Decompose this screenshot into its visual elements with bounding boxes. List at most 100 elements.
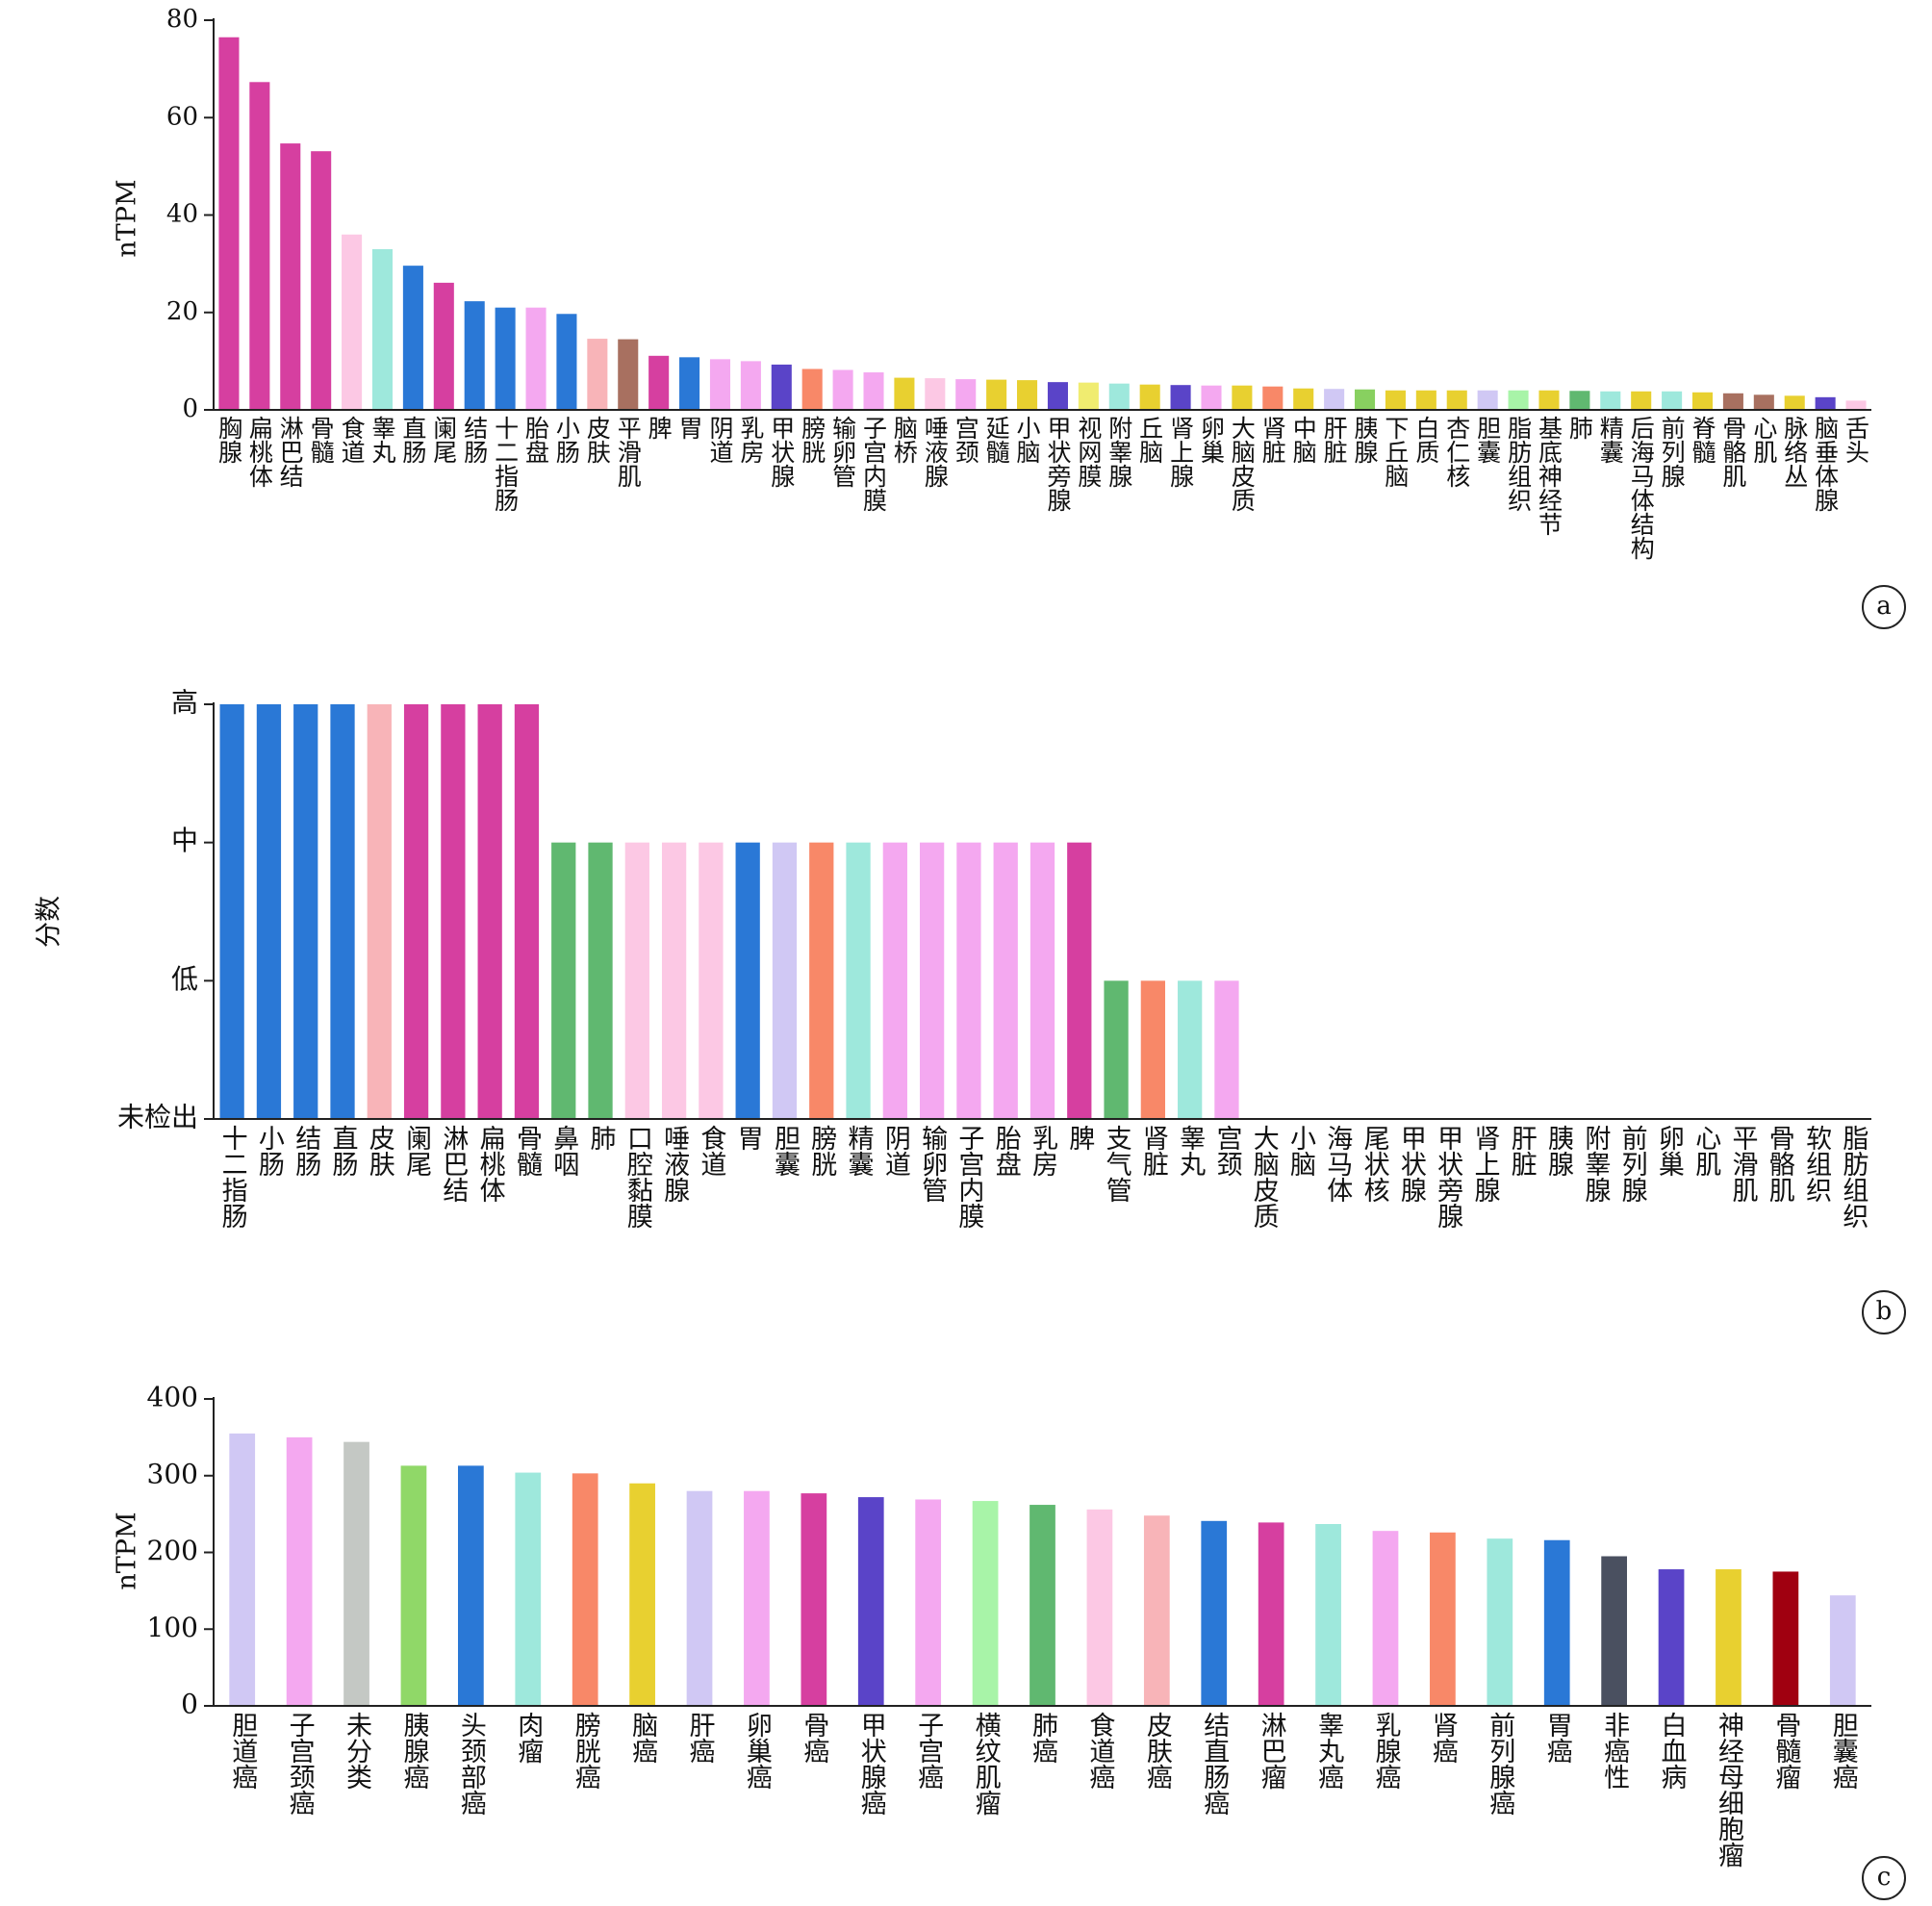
x-tick-label: 头颈部癌 bbox=[456, 1712, 487, 1816]
x-tick-label: 鼻咽 bbox=[548, 1125, 578, 1177]
bar bbox=[624, 842, 649, 1119]
x-tick-label: 扁桃体 bbox=[475, 1125, 505, 1203]
x-tick-label: 膀胱 bbox=[799, 416, 826, 464]
x-tick-label: 前列腺 bbox=[1658, 416, 1686, 488]
bar bbox=[894, 377, 915, 410]
x-tick-label: 结肠 bbox=[291, 1125, 321, 1177]
bar bbox=[709, 359, 731, 410]
x-tick-label: 胃癌 bbox=[1542, 1712, 1573, 1764]
bar bbox=[514, 704, 540, 1119]
panel-label: a bbox=[1876, 592, 1892, 621]
x-tick-label: 平滑肌 bbox=[1727, 1125, 1758, 1203]
bar bbox=[1178, 980, 1203, 1119]
x-tick-label: 肝癌 bbox=[685, 1712, 716, 1764]
x-tick-label: 脂肪组织 bbox=[1838, 1125, 1868, 1229]
bar bbox=[629, 1483, 655, 1706]
x-tick-label: 宫颈 bbox=[952, 416, 979, 464]
x-tick-label: 胎盘 bbox=[522, 416, 550, 464]
x-tick-label: 胆道癌 bbox=[227, 1712, 258, 1790]
bar bbox=[1487, 1538, 1513, 1706]
bar bbox=[1446, 390, 1467, 410]
bar bbox=[857, 1497, 884, 1706]
y-tick-label: 0 bbox=[181, 1689, 198, 1720]
bar bbox=[955, 379, 977, 410]
bar bbox=[1538, 390, 1560, 410]
bar bbox=[330, 704, 355, 1119]
bar bbox=[1477, 390, 1498, 410]
x-tick-label: 海马体 bbox=[1322, 1125, 1353, 1203]
x-tick-label: 直肠 bbox=[399, 416, 427, 464]
x-tick-label: 结直肠癌 bbox=[1199, 1712, 1230, 1816]
x-tick-label: 小脑 bbox=[1013, 416, 1041, 464]
x-tick-label: 视网膜 bbox=[1075, 416, 1103, 488]
bar bbox=[1430, 1532, 1456, 1706]
x-tick-label: 丘脑 bbox=[1136, 416, 1164, 464]
bar bbox=[229, 1433, 256, 1706]
bar bbox=[1600, 391, 1621, 410]
x-tick-label: 肾上腺 bbox=[1167, 416, 1195, 488]
bar bbox=[846, 842, 871, 1119]
bar bbox=[972, 1501, 999, 1706]
panel-badge bbox=[1862, 585, 1906, 629]
x-tick-label: 软组织 bbox=[1801, 1125, 1832, 1203]
bar bbox=[1078, 382, 1099, 410]
x-tick-label: 脂肪组织 bbox=[1505, 416, 1533, 512]
bar bbox=[515, 1472, 542, 1706]
y-tick-label: 60 bbox=[166, 102, 198, 131]
x-tick-label: 胃 bbox=[733, 1125, 763, 1151]
bar bbox=[572, 1473, 598, 1706]
x-tick-label: 骨髓 bbox=[307, 416, 335, 464]
x-tick-label: 骨癌 bbox=[799, 1712, 829, 1764]
x-tick-label: 白血病 bbox=[1657, 1712, 1688, 1790]
bar bbox=[1017, 380, 1038, 410]
bar bbox=[464, 301, 485, 410]
x-tick-label: 骨髓 bbox=[512, 1125, 542, 1177]
bar bbox=[1201, 1520, 1228, 1706]
bar bbox=[1139, 384, 1160, 410]
x-tick-label: 子宫内膜 bbox=[860, 416, 888, 512]
bar bbox=[525, 307, 547, 410]
x-tick-label: 食道 bbox=[696, 1125, 725, 1177]
x-tick-label: 唾液腺 bbox=[659, 1125, 690, 1203]
bar bbox=[342, 234, 363, 410]
x-tick-label: 脑垂体腺 bbox=[1812, 416, 1840, 512]
bar bbox=[1508, 390, 1529, 410]
x-tick-label: 脾 bbox=[645, 416, 673, 440]
bar bbox=[343, 1441, 369, 1706]
x-tick-label: 延髓 bbox=[982, 416, 1010, 464]
x-tick-label: 后海马体结构 bbox=[1627, 416, 1655, 560]
x-tick-label: 乳房 bbox=[1028, 1125, 1058, 1177]
bar bbox=[1143, 1515, 1170, 1706]
x-tick-label: 肾脏 bbox=[1138, 1125, 1169, 1177]
x-tick-label: 附睾腺 bbox=[1106, 416, 1133, 488]
y-tick-label: 400 bbox=[147, 1382, 198, 1413]
y-axis-title: nTPM bbox=[113, 1512, 142, 1589]
bar bbox=[1829, 1595, 1856, 1706]
x-tick-label: 肝脏 bbox=[1507, 1125, 1538, 1177]
x-tick-label: 小肠 bbox=[254, 1125, 285, 1177]
x-tick-label: 大脑皮质 bbox=[1228, 416, 1256, 512]
bar bbox=[1631, 391, 1652, 410]
bar bbox=[1784, 395, 1805, 410]
chart-panel: 0 20 40 60 80 胸腺 扁桃体 淋巴结 骨髓 食道 睾丸 直肠 阑尾 结肠 十二指肠 胎盘 小肠 皮肤平… bbox=[113, 5, 1906, 629]
bar bbox=[1262, 386, 1284, 410]
x-tick-label: 乳腺癌 bbox=[1370, 1712, 1401, 1790]
x-tick-label: 甲状腺 bbox=[768, 416, 796, 488]
bar bbox=[1716, 1569, 1741, 1706]
x-tick-label: 唾液腺 bbox=[921, 416, 949, 488]
x-tick-label: 阴道 bbox=[880, 1125, 910, 1177]
x-tick-label: 肝脏 bbox=[1320, 416, 1348, 464]
x-tick-label: 膀胱 bbox=[806, 1125, 837, 1177]
y-tick-label: 20 bbox=[166, 297, 198, 326]
bar bbox=[1691, 392, 1714, 410]
x-tick-label: 支气管 bbox=[1102, 1125, 1132, 1203]
x-tick-label: 神经母细胞瘤 bbox=[1714, 1712, 1744, 1868]
x-tick-label: 前列腺 bbox=[1617, 1125, 1648, 1203]
bar bbox=[1293, 388, 1314, 410]
x-tick-label: 附睾腺 bbox=[1580, 1125, 1611, 1203]
bar bbox=[863, 372, 884, 410]
x-tick-label: 卵巢癌 bbox=[742, 1712, 773, 1790]
panel-label: b bbox=[1876, 1297, 1893, 1326]
x-tick-label: 输卵管 bbox=[917, 1125, 947, 1203]
x-tick-label: 结肠 bbox=[461, 416, 489, 464]
